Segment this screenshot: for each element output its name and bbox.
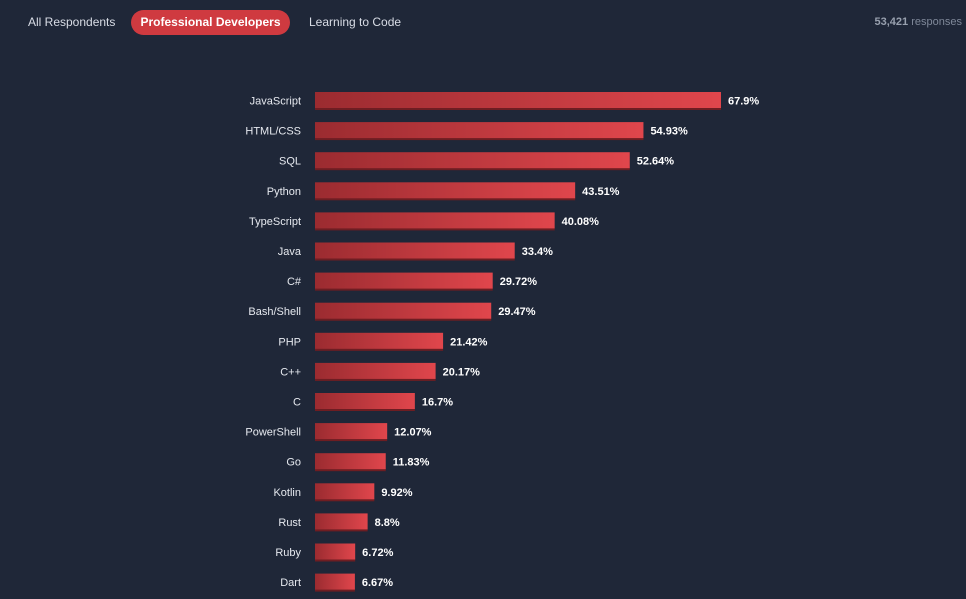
value-label-go: 11.83%: [393, 457, 430, 469]
bar-powershell[interactable]: [315, 423, 388, 440]
category-label-sql: SQL: [279, 156, 301, 168]
value-label-kotlin: 9.92%: [381, 487, 412, 499]
value-label-dart: 6.67%: [362, 577, 393, 589]
bar-shadow-ruby: [315, 558, 356, 562]
bar-shadow-bash-shell: [315, 317, 492, 321]
value-label-html-css: 54.93%: [650, 126, 688, 138]
bar-bash-shell[interactable]: [315, 302, 492, 319]
category-label-c: C: [293, 397, 301, 409]
bar-shadow-kotlin: [315, 498, 375, 502]
value-label-javascript: 67.9%: [728, 96, 759, 108]
value-label-sql: 52.64%: [637, 156, 675, 168]
bar-shadow-sql: [315, 167, 630, 171]
bar-shadow-python: [315, 197, 576, 201]
responses-count: 53,421 responses: [875, 16, 962, 28]
category-label-go: Go: [286, 457, 301, 469]
bar-shadow-javascript: [315, 107, 721, 110]
category-label-python: Python: [267, 186, 301, 198]
value-label-php: 21.42%: [450, 336, 488, 348]
tab-professional-developers[interactable]: Professional Developers: [131, 10, 290, 35]
tab-learning-to-code[interactable]: Learning to Code: [309, 15, 402, 29]
bar-shadow-dart: [315, 588, 355, 592]
value-label-c: 20.17%: [443, 366, 481, 378]
value-label-python: 43.51%: [582, 186, 620, 198]
category-label-rust: Rust: [278, 517, 301, 529]
category-label-bash-shell: Bash/Shell: [248, 306, 301, 318]
value-label-powershell: 12.07%: [394, 427, 432, 439]
tab-all-respondents[interactable]: All Respondents: [28, 15, 116, 29]
bar-python[interactable]: [315, 182, 576, 199]
bar-php[interactable]: [315, 332, 444, 349]
bar-c[interactable]: [315, 272, 493, 289]
value-label-c: 16.7%: [422, 397, 453, 409]
value-label-typescript: 40.08%: [562, 216, 600, 228]
bars-group: JavaScript 67.9% HTML/CSS 54.93% SQL 52.64% Py…: [245, 92, 759, 592]
value-label-rust: 8.8%: [375, 517, 400, 529]
bar-shadow-powershell: [315, 438, 388, 442]
bar-shadow-java: [315, 257, 515, 261]
category-label-java: Java: [278, 246, 302, 258]
category-label-php: PHP: [278, 336, 301, 348]
bar-shadow-typescript: [315, 227, 555, 231]
bar-shadow-c: [315, 408, 415, 411]
bar-html-css[interactable]: [315, 122, 644, 139]
bar-java[interactable]: [315, 242, 515, 259]
bar-shadow-html-css: [315, 137, 644, 141]
category-label-c: C#: [287, 276, 302, 288]
value-label-bash-shell: 29.47%: [498, 306, 536, 318]
bar-shadow-c: [315, 287, 493, 291]
bar-typescript[interactable]: [315, 212, 555, 229]
category-label-javascript: JavaScript: [250, 96, 301, 108]
category-label-ruby: Ruby: [275, 547, 301, 559]
value-label-java: 33.4%: [522, 246, 553, 258]
filter-bar: All Respondents Professional Developers …: [0, 0, 966, 46]
category-label-kotlin: Kotlin: [273, 487, 301, 499]
bar-c[interactable]: [315, 362, 436, 379]
category-label-typescript: TypeScript: [249, 216, 301, 228]
bar-ruby[interactable]: [315, 543, 356, 560]
bar-kotlin[interactable]: [315, 483, 375, 500]
value-label-c: 29.72%: [500, 276, 538, 288]
value-label-ruby: 6.72%: [362, 547, 393, 559]
bar-c[interactable]: [315, 393, 415, 409]
category-label-c: C++: [280, 366, 301, 378]
responses-suffix: responses: [911, 16, 962, 28]
category-label-dart: Dart: [280, 577, 301, 589]
responses-number: 53,421: [874, 16, 909, 28]
category-label-powershell: PowerShell: [245, 427, 301, 439]
bar-go[interactable]: [315, 453, 386, 470]
bar-shadow-go: [315, 468, 386, 472]
bar-rust[interactable]: [315, 513, 368, 530]
bar-shadow-rust: [315, 528, 368, 532]
category-label-html-css: HTML/CSS: [245, 126, 301, 138]
bar-javascript[interactable]: [315, 92, 721, 108]
bar-sql[interactable]: [315, 152, 630, 169]
bar-shadow-php: [315, 347, 444, 351]
bar-shadow-c: [315, 377, 436, 381]
bar-dart[interactable]: [315, 573, 355, 590]
